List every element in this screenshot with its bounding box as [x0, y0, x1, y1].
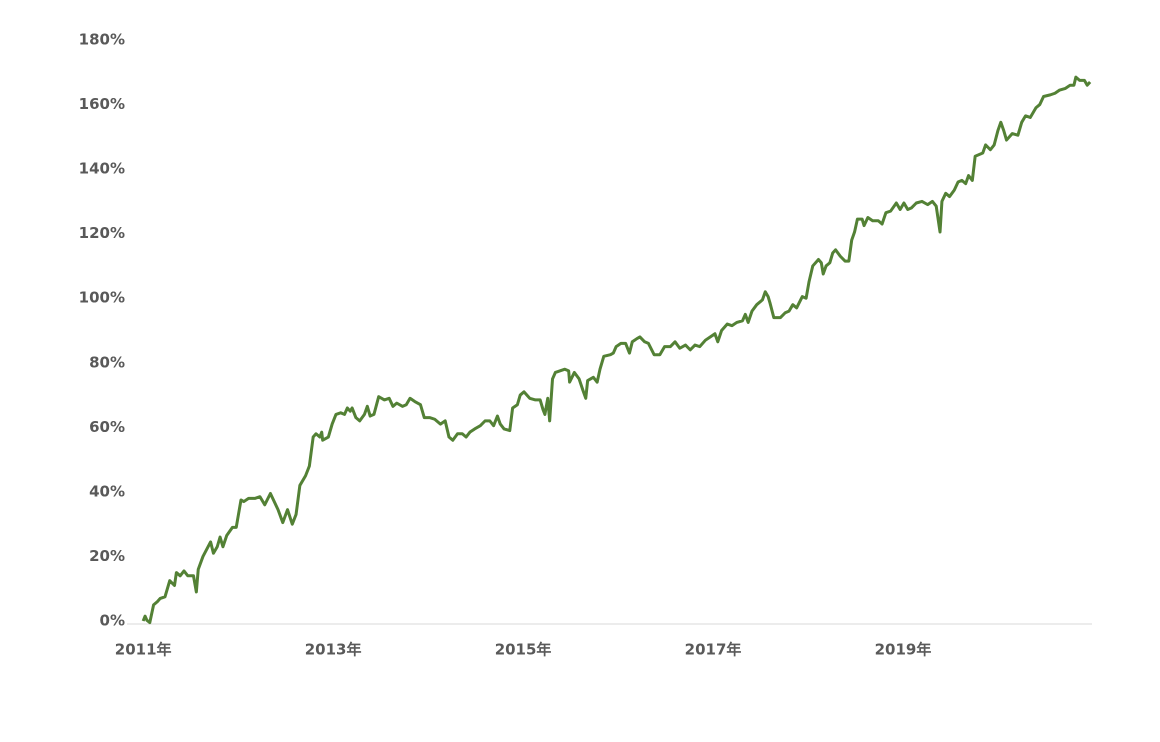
x-tick-label: 2015年 — [495, 641, 552, 659]
y-tick-label: 140% — [79, 160, 125, 178]
y-tick-label: 20% — [89, 547, 125, 565]
y-tick-label: 120% — [79, 224, 125, 242]
x-tick-label: 2013年 — [305, 641, 362, 659]
series-line — [141, 75, 1092, 625]
y-tick-label: 40% — [89, 482, 125, 500]
y-tick-label: 0% — [100, 612, 125, 630]
y-tick-label: 160% — [79, 95, 125, 113]
x-tick-label: 2011年 — [115, 641, 172, 659]
y-tick-label: 180% — [79, 31, 125, 49]
y-tick-label: 80% — [89, 353, 125, 371]
x-tick-label: 2019年 — [875, 641, 932, 659]
y-tick-label: 100% — [79, 289, 125, 307]
x-tick-label: 2017年 — [685, 641, 742, 659]
y-tick-label: 60% — [89, 418, 125, 436]
